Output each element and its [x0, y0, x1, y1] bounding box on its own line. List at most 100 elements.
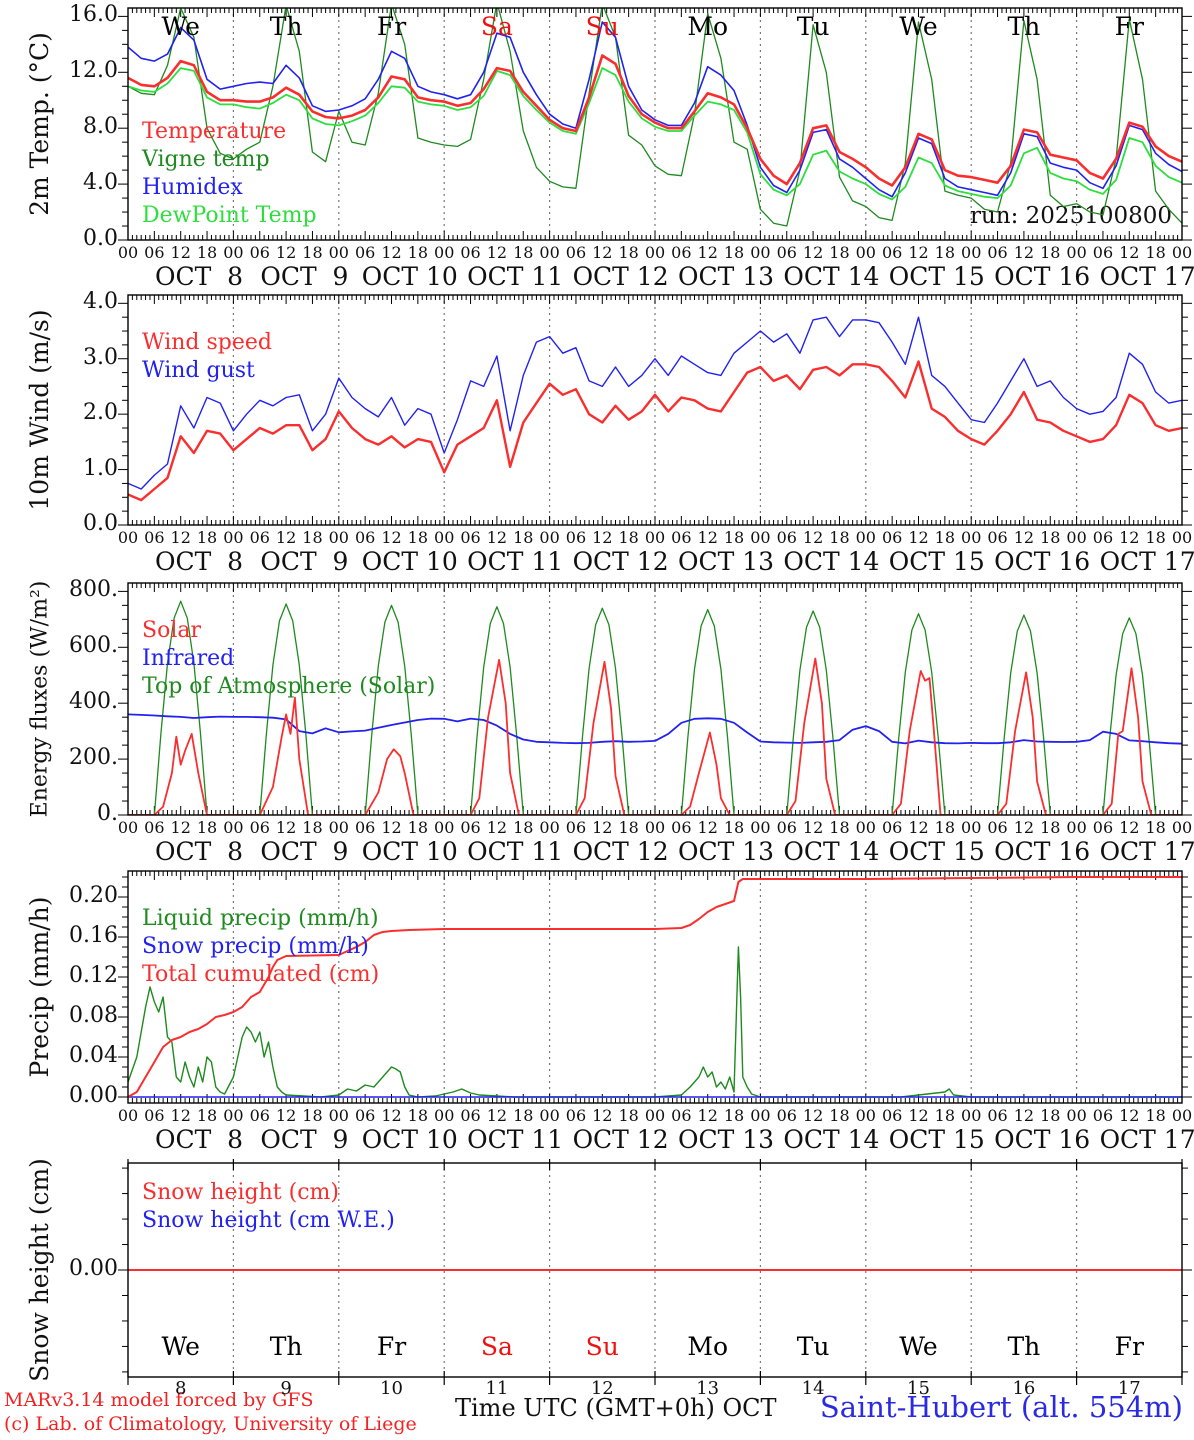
- weekday-label-bottom: Su: [585, 1332, 619, 1361]
- weekday-label-top: Fr: [1114, 12, 1144, 41]
- date-label: OCT 11: [467, 547, 564, 576]
- hour-tick-label: 00: [117, 528, 139, 547]
- hour-tick-label: 00: [117, 243, 139, 262]
- hour-tick-label: 12: [697, 243, 718, 262]
- date-label: OCT 15: [888, 547, 985, 576]
- weekday-label-bottom: Tu: [796, 1332, 830, 1361]
- hour-tick-label: 00: [539, 243, 560, 262]
- hour-tick-label: 00: [1066, 243, 1087, 262]
- y-tick-label-energy-fluxes: 800.: [69, 577, 118, 603]
- y-axis-title-snow-height: Snow height (cm): [24, 1158, 54, 1382]
- hour-tick-label: 00: [750, 818, 771, 837]
- date-label: OCT 11: [467, 837, 564, 866]
- hour-tick-label: 18: [513, 528, 534, 547]
- hour-tick-label: 18: [934, 528, 956, 547]
- date-label: OCT 16: [994, 262, 1091, 291]
- hour-tick-label: 00: [644, 818, 666, 837]
- y-tick-label-wind: 1.0: [83, 455, 118, 481]
- day-number-label: 15: [907, 1378, 930, 1399]
- series-total-cumulated: [128, 876, 1182, 1098]
- hour-tick-label: 12: [170, 528, 191, 547]
- legend-wind-0: Wind speed: [142, 330, 273, 355]
- hour-tick-label: 12: [275, 528, 297, 547]
- hour-tick-label: 06: [354, 243, 376, 262]
- hour-tick-label: 06: [249, 818, 270, 837]
- hour-tick-label: 00: [539, 818, 560, 837]
- hour-tick-label: 06: [776, 818, 797, 837]
- series-top-of-atmosphere-solar-: [128, 600, 1182, 815]
- legend-temperature-3: DewPoint Temp: [142, 203, 317, 228]
- hour-tick-label: 12: [802, 818, 824, 837]
- hour-tick-label: 06: [1092, 528, 1114, 547]
- hour-tick-label: 06: [1092, 243, 1114, 262]
- hour-tick-label: 06: [460, 528, 481, 547]
- date-label: OCT 17: [1099, 262, 1194, 291]
- hour-tick-label: 12: [802, 528, 824, 547]
- date-label: OCT 9: [260, 547, 349, 576]
- day-number-label: 17: [1117, 1378, 1141, 1399]
- date-label: OCT 10: [361, 1125, 458, 1154]
- y-axis-title-precip: Precip (mm/h): [24, 896, 54, 1078]
- weekday-label-top: Fr: [376, 12, 407, 41]
- date-label: OCT 14: [783, 1125, 880, 1154]
- footer-time-axis-label: Time UTC (GMT+0h) OCT: [455, 1394, 777, 1422]
- weekday-label-top: Su: [585, 12, 619, 41]
- hour-tick-label: 18: [618, 243, 639, 262]
- hour-tick-label: 06: [565, 1106, 587, 1125]
- day-number-label: 10: [380, 1378, 403, 1399]
- legend-precip-0: Liquid precip (mm/h): [142, 906, 379, 931]
- weekday-label-top: Tu: [796, 12, 830, 41]
- y-tick-label-wind: 2.0: [83, 400, 118, 426]
- hour-tick-label: 06: [671, 528, 692, 547]
- hour-tick-label: 18: [723, 243, 745, 262]
- date-label: OCT 8: [154, 1125, 244, 1154]
- hour-tick-label: 18: [1145, 1106, 1166, 1125]
- date-label: OCT 14: [783, 837, 880, 866]
- legend-temperature-1: Vigne temp: [142, 147, 270, 172]
- weekday-label-top: Mo: [687, 12, 729, 41]
- hour-tick-label: 06: [776, 528, 797, 547]
- y-tick-label-precip: 0.00: [69, 1083, 118, 1108]
- date-label: OCT 16: [994, 547, 1091, 576]
- hour-tick-label: 18: [723, 528, 745, 547]
- hour-tick-label: 12: [275, 1106, 297, 1125]
- date-label: OCT 9: [260, 837, 349, 866]
- day-number-label: 8: [174, 1378, 187, 1399]
- hour-tick-label: 18: [618, 1106, 639, 1125]
- hour-tick-label: 12: [486, 243, 508, 262]
- hour-tick-label: 06: [565, 818, 587, 837]
- hour-tick-label: 00: [223, 818, 244, 837]
- hour-tick-label: 00: [117, 1106, 139, 1125]
- series-wind-gust: [128, 316, 1182, 490]
- weekday-label-top: Th: [1007, 12, 1041, 41]
- date-label: OCT 8: [154, 547, 244, 576]
- footer-model-line1: MARv3.14 model forced by GFS: [4, 1389, 314, 1411]
- panel-snow-height: [118, 1159, 1192, 1385]
- hour-tick-label: 00: [223, 1106, 244, 1125]
- hour-tick-label: 12: [486, 528, 508, 547]
- hour-tick-label: 12: [381, 243, 402, 262]
- date-label: OCT 12: [572, 837, 669, 866]
- hour-tick-label: 00: [1171, 818, 1193, 837]
- y-tick-label-temperature: 8.0: [83, 114, 118, 140]
- legend-precip-2: Total cumulated (cm): [142, 962, 380, 987]
- hour-tick-label: 18: [302, 243, 323, 262]
- hour-tick-label: 18: [196, 818, 218, 837]
- date-label: OCT 13: [677, 547, 775, 576]
- hour-tick-label: 06: [354, 818, 376, 837]
- hour-tick-label: 06: [249, 528, 270, 547]
- hour-tick-label: 18: [1040, 528, 1061, 547]
- hour-tick-label: 12: [592, 1106, 613, 1125]
- y-tick-label-temperature: 12.0: [69, 58, 118, 84]
- hour-tick-label: 00: [223, 243, 244, 262]
- date-label: OCT 16: [994, 1125, 1091, 1154]
- hour-tick-label: 06: [671, 818, 692, 837]
- y-tick-label-energy-fluxes: 200.: [69, 745, 118, 771]
- hour-tick-label: 06: [565, 243, 587, 262]
- y-tick-label-wind: 3.0: [83, 344, 118, 370]
- weekday-label-bottom: We: [161, 1332, 200, 1361]
- date-label: OCT 11: [467, 1125, 564, 1154]
- date-label: OCT 17: [1099, 547, 1194, 576]
- date-label: OCT 15: [888, 262, 985, 291]
- hour-tick-label: 06: [354, 528, 376, 547]
